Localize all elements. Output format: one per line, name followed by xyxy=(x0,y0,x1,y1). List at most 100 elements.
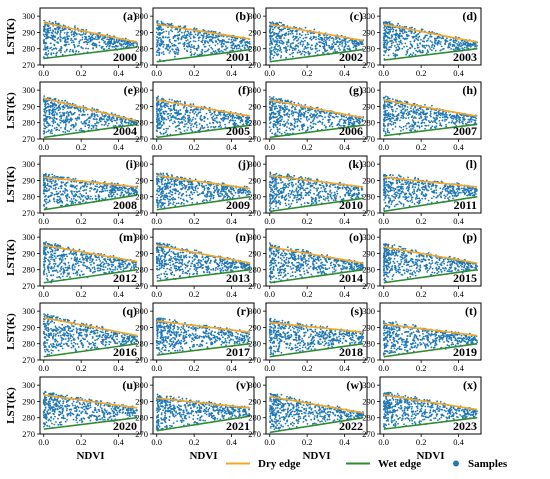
sample-point xyxy=(456,42,458,45)
sample-point xyxy=(307,52,310,54)
sample-point xyxy=(358,119,361,122)
sample-point xyxy=(455,116,458,119)
sample-point xyxy=(218,31,221,34)
sample-point xyxy=(280,42,282,45)
sample-point xyxy=(388,104,391,107)
sample-point xyxy=(398,43,401,46)
sample-point xyxy=(54,108,57,111)
sample-point xyxy=(184,123,186,126)
sample-point xyxy=(59,107,61,109)
sample-point xyxy=(173,107,176,110)
sample-point xyxy=(52,118,55,121)
sample-point xyxy=(323,124,326,127)
sample-point xyxy=(389,46,392,48)
sample-point xyxy=(42,56,45,58)
sample-point xyxy=(167,45,170,48)
sample-point xyxy=(43,182,46,184)
y-tick-label: 290 xyxy=(22,101,35,111)
sample-point xyxy=(185,35,188,37)
sample-point xyxy=(278,131,281,134)
sample-point xyxy=(67,114,70,117)
sample-point xyxy=(60,114,62,117)
sample-point xyxy=(95,124,97,127)
sample-point xyxy=(119,118,122,121)
sample-point xyxy=(274,103,276,105)
sample-point xyxy=(70,117,72,120)
sample-point xyxy=(186,111,188,113)
sample-point xyxy=(107,42,110,45)
sample-point xyxy=(44,101,47,103)
sample-point xyxy=(76,119,78,121)
sample-point xyxy=(310,127,313,130)
sample-point xyxy=(94,38,96,40)
sample-point xyxy=(80,46,83,48)
sample-point xyxy=(46,182,49,185)
sample-point xyxy=(93,118,96,121)
sample-point xyxy=(73,44,76,47)
sample-point xyxy=(383,37,385,40)
sample-point xyxy=(326,49,329,52)
sample-point xyxy=(178,118,181,121)
sample-point xyxy=(271,31,274,33)
sample-point xyxy=(426,49,429,52)
sample-point xyxy=(156,21,159,24)
sample-point xyxy=(97,34,100,37)
sample-point xyxy=(301,40,303,43)
sample-point xyxy=(248,116,251,119)
sample-point xyxy=(409,47,412,49)
sample-point xyxy=(435,122,438,125)
sample-point xyxy=(224,123,227,126)
sample-point xyxy=(203,126,206,129)
sample-point xyxy=(307,33,309,36)
sample-point xyxy=(217,49,220,52)
sample-point xyxy=(168,38,171,41)
sample-point xyxy=(395,49,397,52)
sample-point xyxy=(174,44,177,47)
wet-edge-line xyxy=(269,48,364,63)
sample-point xyxy=(416,46,419,49)
sample-point xyxy=(276,128,279,131)
sample-point xyxy=(45,187,48,190)
sample-point xyxy=(303,113,306,116)
y-tick-label: 300 xyxy=(135,85,148,95)
sample-point xyxy=(276,119,278,122)
sample-point xyxy=(183,31,186,34)
sample-point xyxy=(199,117,202,120)
sample-point xyxy=(160,120,163,123)
sample-point xyxy=(385,35,387,38)
sample-point xyxy=(268,30,271,33)
sample-point xyxy=(58,124,60,127)
sample-point xyxy=(50,42,52,45)
sample-point xyxy=(74,117,77,120)
sample-point xyxy=(65,203,68,206)
panel-tag: (b) xyxy=(235,9,250,23)
sample-point xyxy=(47,53,50,55)
sample-point xyxy=(101,38,103,40)
sample-point xyxy=(83,186,85,188)
sample-point xyxy=(268,35,271,37)
sample-point xyxy=(66,115,68,118)
sample-point xyxy=(244,41,247,43)
sample-point xyxy=(225,117,228,120)
sample-point xyxy=(330,123,333,126)
sample-point xyxy=(72,33,75,36)
sample-point xyxy=(278,120,281,123)
sample-point xyxy=(157,109,160,112)
sample-point xyxy=(210,46,213,49)
sample-point xyxy=(189,103,192,106)
sample-point xyxy=(57,106,60,109)
sample-point xyxy=(120,122,123,125)
sample-point xyxy=(412,36,414,39)
sample-point xyxy=(425,40,428,42)
sample-point xyxy=(272,56,274,59)
sample-point xyxy=(64,51,66,53)
panel-frame xyxy=(152,7,255,66)
sample-point xyxy=(111,116,114,119)
sample-point xyxy=(190,46,193,49)
sample-point xyxy=(225,45,227,48)
sample-point xyxy=(431,49,433,52)
sample-point xyxy=(343,115,345,118)
sample-point xyxy=(158,48,161,50)
sample-point xyxy=(57,99,60,102)
